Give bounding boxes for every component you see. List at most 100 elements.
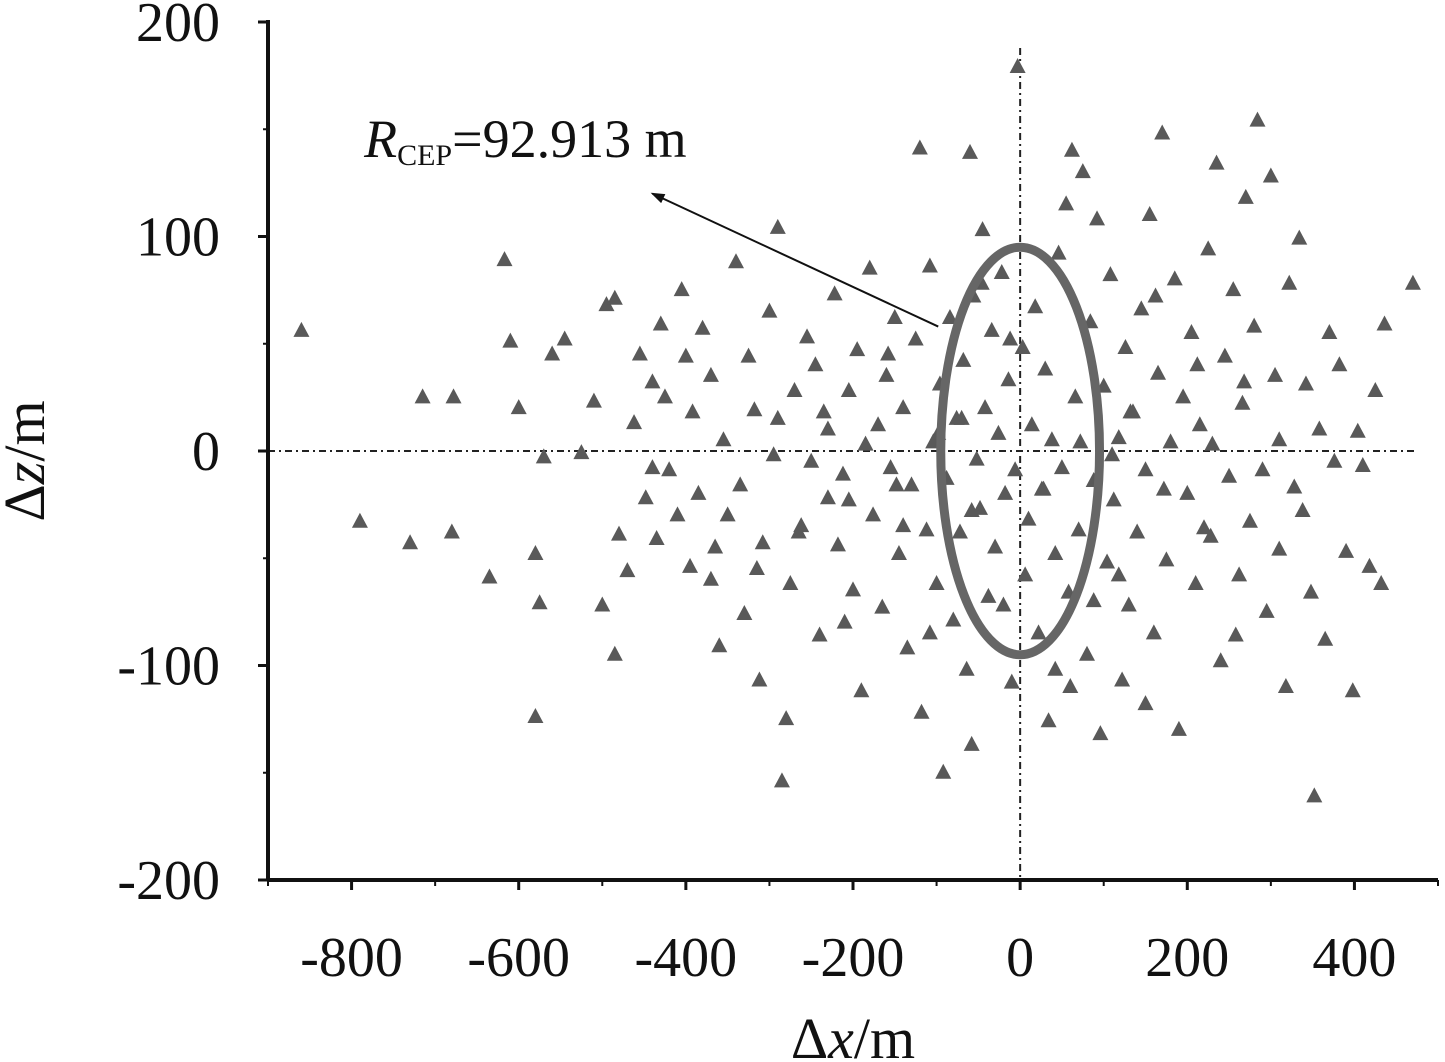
scatter-point — [746, 401, 763, 417]
scatter-point — [980, 587, 997, 603]
scatter-point — [773, 772, 790, 788]
scatter-point — [1254, 461, 1271, 477]
scatter-point — [1187, 574, 1204, 590]
scatter-point — [606, 645, 623, 661]
scatter-point — [702, 366, 719, 382]
scatter-point — [1058, 195, 1075, 211]
scatter-point — [1344, 682, 1361, 698]
annotation-label: RCEP=92.913 m — [363, 109, 687, 172]
scatter-point — [958, 660, 975, 676]
scatter-point — [1047, 660, 1064, 676]
scatter-point — [845, 581, 861, 597]
scatter-point — [644, 373, 661, 389]
scatter-point — [556, 330, 573, 346]
scatter-point — [677, 347, 694, 363]
scatter-point — [748, 559, 765, 575]
scatter-point — [1014, 339, 1031, 355]
scatter-point — [963, 735, 980, 751]
scatter-point — [732, 476, 749, 492]
scatter-point — [1331, 356, 1348, 372]
scatter-point — [895, 517, 912, 533]
scatter-point — [1271, 431, 1288, 447]
scatter-point — [1349, 422, 1366, 438]
y-tick-label: 200 — [136, 0, 220, 54]
x-axis-unit: /m — [854, 1006, 915, 1062]
scatter-point — [1035, 480, 1052, 496]
scatter-point — [656, 388, 673, 404]
scatter-point — [1003, 673, 1020, 689]
x-tick-label: 400 — [1312, 927, 1396, 989]
scatter-point — [1067, 388, 1084, 404]
scatter-point — [880, 345, 897, 361]
scatter-point — [1050, 244, 1067, 260]
scatter-point — [1030, 624, 1047, 640]
scatter-point — [1070, 521, 1087, 537]
scatter-point — [1017, 566, 1034, 582]
scatter-point — [736, 605, 753, 621]
scatter-point — [1189, 356, 1206, 372]
scatter-point — [840, 381, 857, 397]
scatter-point — [1204, 435, 1221, 451]
scatter-point — [849, 341, 866, 357]
scatter-point — [1267, 366, 1284, 382]
x-tick-label: -800 — [300, 927, 403, 989]
scatter-point — [402, 534, 419, 550]
scatter-point — [997, 484, 1014, 500]
annotation-symbol: R — [363, 109, 397, 169]
scatter-point — [652, 315, 669, 331]
cep-ellipse-layer — [936, 242, 1105, 660]
scatter-point — [1281, 274, 1298, 290]
annotation-value: =92.913 m — [452, 109, 686, 169]
scatter-point — [1092, 725, 1109, 741]
scatter-point — [585, 392, 602, 408]
x-axis-var: x — [827, 1006, 854, 1062]
scatter-point — [1286, 478, 1303, 494]
y-tick-label: 100 — [136, 207, 220, 269]
scatter-point — [661, 461, 678, 477]
scatter-point — [888, 476, 905, 492]
scatter-point — [1373, 574, 1390, 590]
scatter-point — [690, 484, 707, 500]
scatter-point — [963, 502, 980, 518]
scatter-point — [1099, 553, 1116, 569]
scatter-point — [870, 416, 887, 432]
scatter-point — [531, 594, 548, 610]
scatter-point — [1129, 523, 1146, 539]
scatter-point — [1354, 457, 1371, 473]
scatter-point — [1258, 602, 1275, 618]
scatter-point — [1291, 229, 1308, 245]
axes: -200 -100 0 100 200 -800 -600 -400 -200 0 200 400 — [117, 0, 1439, 989]
y-tick-label: -100 — [117, 636, 220, 698]
scatter-point — [951, 523, 968, 539]
scatter-point — [1208, 154, 1225, 170]
scatter-point — [1361, 557, 1378, 573]
scatter-point — [751, 671, 768, 687]
scatter-point — [941, 309, 958, 325]
scatter-point — [1072, 433, 1089, 449]
scatter-point — [1089, 210, 1106, 226]
scatter-point — [293, 321, 310, 337]
scatter-point — [669, 506, 686, 522]
scatter-point — [1158, 551, 1175, 567]
x-tick-label: -200 — [802, 927, 905, 989]
scatter-point — [935, 763, 952, 779]
scatter-point — [1196, 519, 1212, 535]
scatter-point — [1271, 540, 1288, 556]
scatter-point — [1241, 512, 1258, 528]
scatter-point — [673, 281, 690, 297]
scatter-point — [1216, 347, 1233, 363]
scatter-point — [786, 381, 803, 397]
scatter-point — [1202, 527, 1219, 543]
scatter-point — [1137, 695, 1154, 711]
scatter-point — [811, 626, 828, 642]
scatter-point — [1311, 420, 1328, 436]
scatter-point — [1074, 163, 1091, 179]
scatter-point — [573, 444, 590, 460]
scatter-point — [1404, 274, 1421, 290]
scatter-point — [527, 544, 544, 560]
scatter-point — [836, 613, 853, 629]
scatter-point — [1133, 300, 1150, 316]
scatter-point — [1053, 459, 1070, 475]
scatter-point — [1150, 364, 1167, 380]
scatter-point — [945, 611, 962, 627]
